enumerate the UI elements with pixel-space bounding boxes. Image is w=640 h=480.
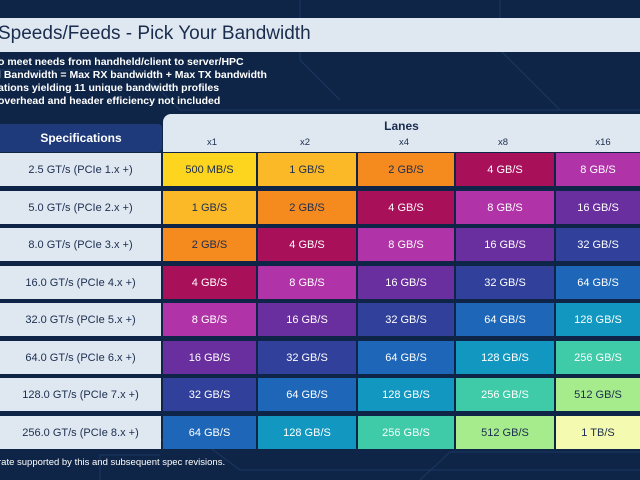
spec-cell: 8.0 GT/s (PCIe 3.x +) (0, 228, 161, 261)
footnote: rate supported by this and subsequent sp… (0, 457, 226, 468)
bullet-line: l Bandwidth = Max RX bandwidth + Max TX … (0, 69, 267, 81)
spec-cell: 2.5 GT/s (PCIe 1.x +) (0, 153, 161, 186)
spec-cell: 256.0 GT/s (PCIe 8.x +) (0, 416, 161, 449)
bandwidth-cell: 8 GB/S (163, 303, 256, 336)
specifications-header: Specifications (0, 124, 162, 152)
bandwidth-cell: 32 GB/S (556, 228, 640, 261)
lane-label-x2: x2 (299, 137, 311, 148)
spec-cell: 16.0 GT/s (PCIe 4.x +) (0, 266, 161, 299)
lanes-title: Lanes (384, 119, 419, 133)
bandwidth-cell: 2 GB/S (358, 153, 454, 186)
bandwidth-cell: 2 GB/S (258, 191, 356, 224)
bandwidth-cell: 2 GB/S (163, 228, 256, 261)
bandwidth-cell: 32 GB/S (456, 266, 554, 299)
bandwidth-cell: 500 MB/S (163, 153, 256, 186)
lane-label-x1: x1 (206, 137, 218, 148)
bandwidth-cell: 32 GB/S (358, 303, 454, 336)
bandwidth-cell: 8 GB/S (556, 153, 640, 186)
bandwidth-cell: 64 GB/S (456, 303, 554, 336)
spec-cell: 128.0 GT/s (PCIe 7.x +) (0, 378, 161, 411)
bandwidth-cell: 512 GB/S (456, 416, 554, 449)
lanes-header: Lanes x1 x2 x4 x8 x16 (163, 114, 640, 152)
bandwidth-cell: 128 GB/S (358, 378, 454, 411)
bullet-line: overhead and header efficiency not inclu… (0, 95, 221, 107)
bandwidth-cell: 16 GB/S (358, 266, 454, 299)
bandwidth-cell: 8 GB/S (358, 228, 454, 261)
bandwidth-cell: 128 GB/S (258, 416, 356, 449)
bandwidth-cell: 64 GB/S (258, 378, 356, 411)
bandwidth-cell: 128 GB/S (456, 341, 554, 374)
bandwidth-cell: 256 GB/S (358, 416, 454, 449)
bandwidth-cell: 64 GB/S (163, 416, 256, 449)
bandwidth-cell: 8 GB/S (456, 191, 554, 224)
lane-label-x4: x4 (398, 137, 410, 148)
bandwidth-cell: 512 GB/S (556, 378, 640, 411)
bandwidth-cell: 256 GB/S (456, 378, 554, 411)
bullet-line: o meet needs from handheld/client to ser… (0, 56, 244, 68)
bullet-line: ations yielding 11 unique bandwidth prof… (0, 82, 220, 94)
lane-label-x16: x16 (595, 137, 611, 148)
bandwidth-cell: 64 GB/S (358, 341, 454, 374)
bandwidth-cell: 256 GB/S (556, 341, 640, 374)
lane-label-x8: x8 (497, 137, 509, 148)
bandwidth-cell: 32 GB/S (258, 341, 356, 374)
bandwidth-cell: 16 GB/S (456, 228, 554, 261)
bandwidth-cell: 4 GB/S (358, 191, 454, 224)
title-bar: Speeds/Feeds - Pick Your Bandwidth (0, 18, 640, 52)
bandwidth-cell: 4 GB/S (258, 228, 356, 261)
bandwidth-cell: 1 GB/S (163, 191, 256, 224)
bandwidth-cell: 16 GB/S (556, 191, 640, 224)
spec-cell: 32.0 GT/s (PCIe 5.x +) (0, 303, 161, 336)
bandwidth-cell: 4 GB/S (456, 153, 554, 186)
spec-cell: 64.0 GT/s (PCIe 6.x +) (0, 341, 161, 374)
bandwidth-cell: 32 GB/S (163, 378, 256, 411)
bandwidth-cell: 8 GB/S (258, 266, 356, 299)
spec-cell: 5.0 GT/s (PCIe 2.x +) (0, 191, 161, 224)
bandwidth-cell: 16 GB/S (163, 341, 256, 374)
bandwidth-cell: 64 GB/S (556, 266, 640, 299)
bandwidth-cell: 16 GB/S (258, 303, 356, 336)
bandwidth-cell: 1 GB/S (258, 153, 356, 186)
bullet-list: o meet needs from handheld/client to ser… (0, 56, 267, 108)
page-title: Speeds/Feeds - Pick Your Bandwidth (0, 23, 311, 44)
bandwidth-cell: 128 GB/S (556, 303, 640, 336)
bandwidth-cell: 1 TB/S (556, 416, 640, 449)
bandwidth-cell: 4 GB/S (163, 266, 256, 299)
